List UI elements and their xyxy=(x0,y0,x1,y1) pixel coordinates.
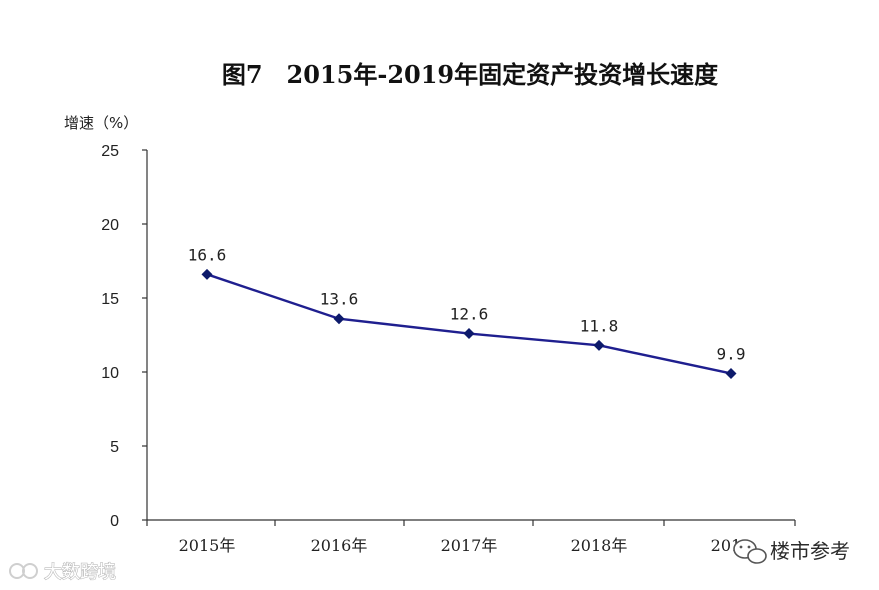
series-line xyxy=(206,273,732,375)
axes xyxy=(146,150,795,521)
y-axis-ticks: 0 5 10 15 20 25 xyxy=(101,143,147,530)
x-tick-label: 2017年 xyxy=(441,536,498,555)
x-tick-label: 2015年 xyxy=(179,536,236,555)
kaochi-logo-icon xyxy=(9,563,38,579)
y-tick-label: 25 xyxy=(101,143,119,160)
y-tick-label: 15 xyxy=(101,291,119,308)
data-point xyxy=(333,313,345,325)
data-point xyxy=(463,328,475,340)
y-tick-label: 10 xyxy=(101,365,119,382)
y-tick-label: 5 xyxy=(110,439,119,456)
data-point xyxy=(201,268,213,280)
series-layer: 16.6 13.6 12.6 11.8 9.9 xyxy=(188,245,746,379)
y-tick-label: 0 xyxy=(110,513,119,530)
watermark-right: 楼市参考 xyxy=(733,539,850,564)
watermark-left-text: 大数跨境 xyxy=(44,562,116,583)
data-point xyxy=(725,367,737,379)
data-label: 16.6 xyxy=(188,245,227,264)
y-axis-label: 增速（%） xyxy=(64,114,138,132)
data-label: 13.6 xyxy=(320,290,359,309)
x-axis-ticks: 2015年 2016年 2017年 2018年 2019 xyxy=(146,520,796,555)
x-tick-label: 2016年 xyxy=(311,536,368,555)
data-label: 12.6 xyxy=(450,305,489,324)
y-tick-label: 20 xyxy=(101,217,119,234)
data-label: 9.9 xyxy=(717,344,746,363)
data-point xyxy=(593,339,605,351)
watermark-left: 大数跨境 xyxy=(9,561,117,584)
x-tick-label: 2018年 xyxy=(571,536,628,555)
wechat-icon xyxy=(733,539,767,564)
watermark-right-text: 楼市参考 xyxy=(770,539,850,563)
chart-title: 图7 2015年-2019年固定资产投资增长速度 xyxy=(222,60,719,89)
data-label: 11.8 xyxy=(580,316,619,335)
